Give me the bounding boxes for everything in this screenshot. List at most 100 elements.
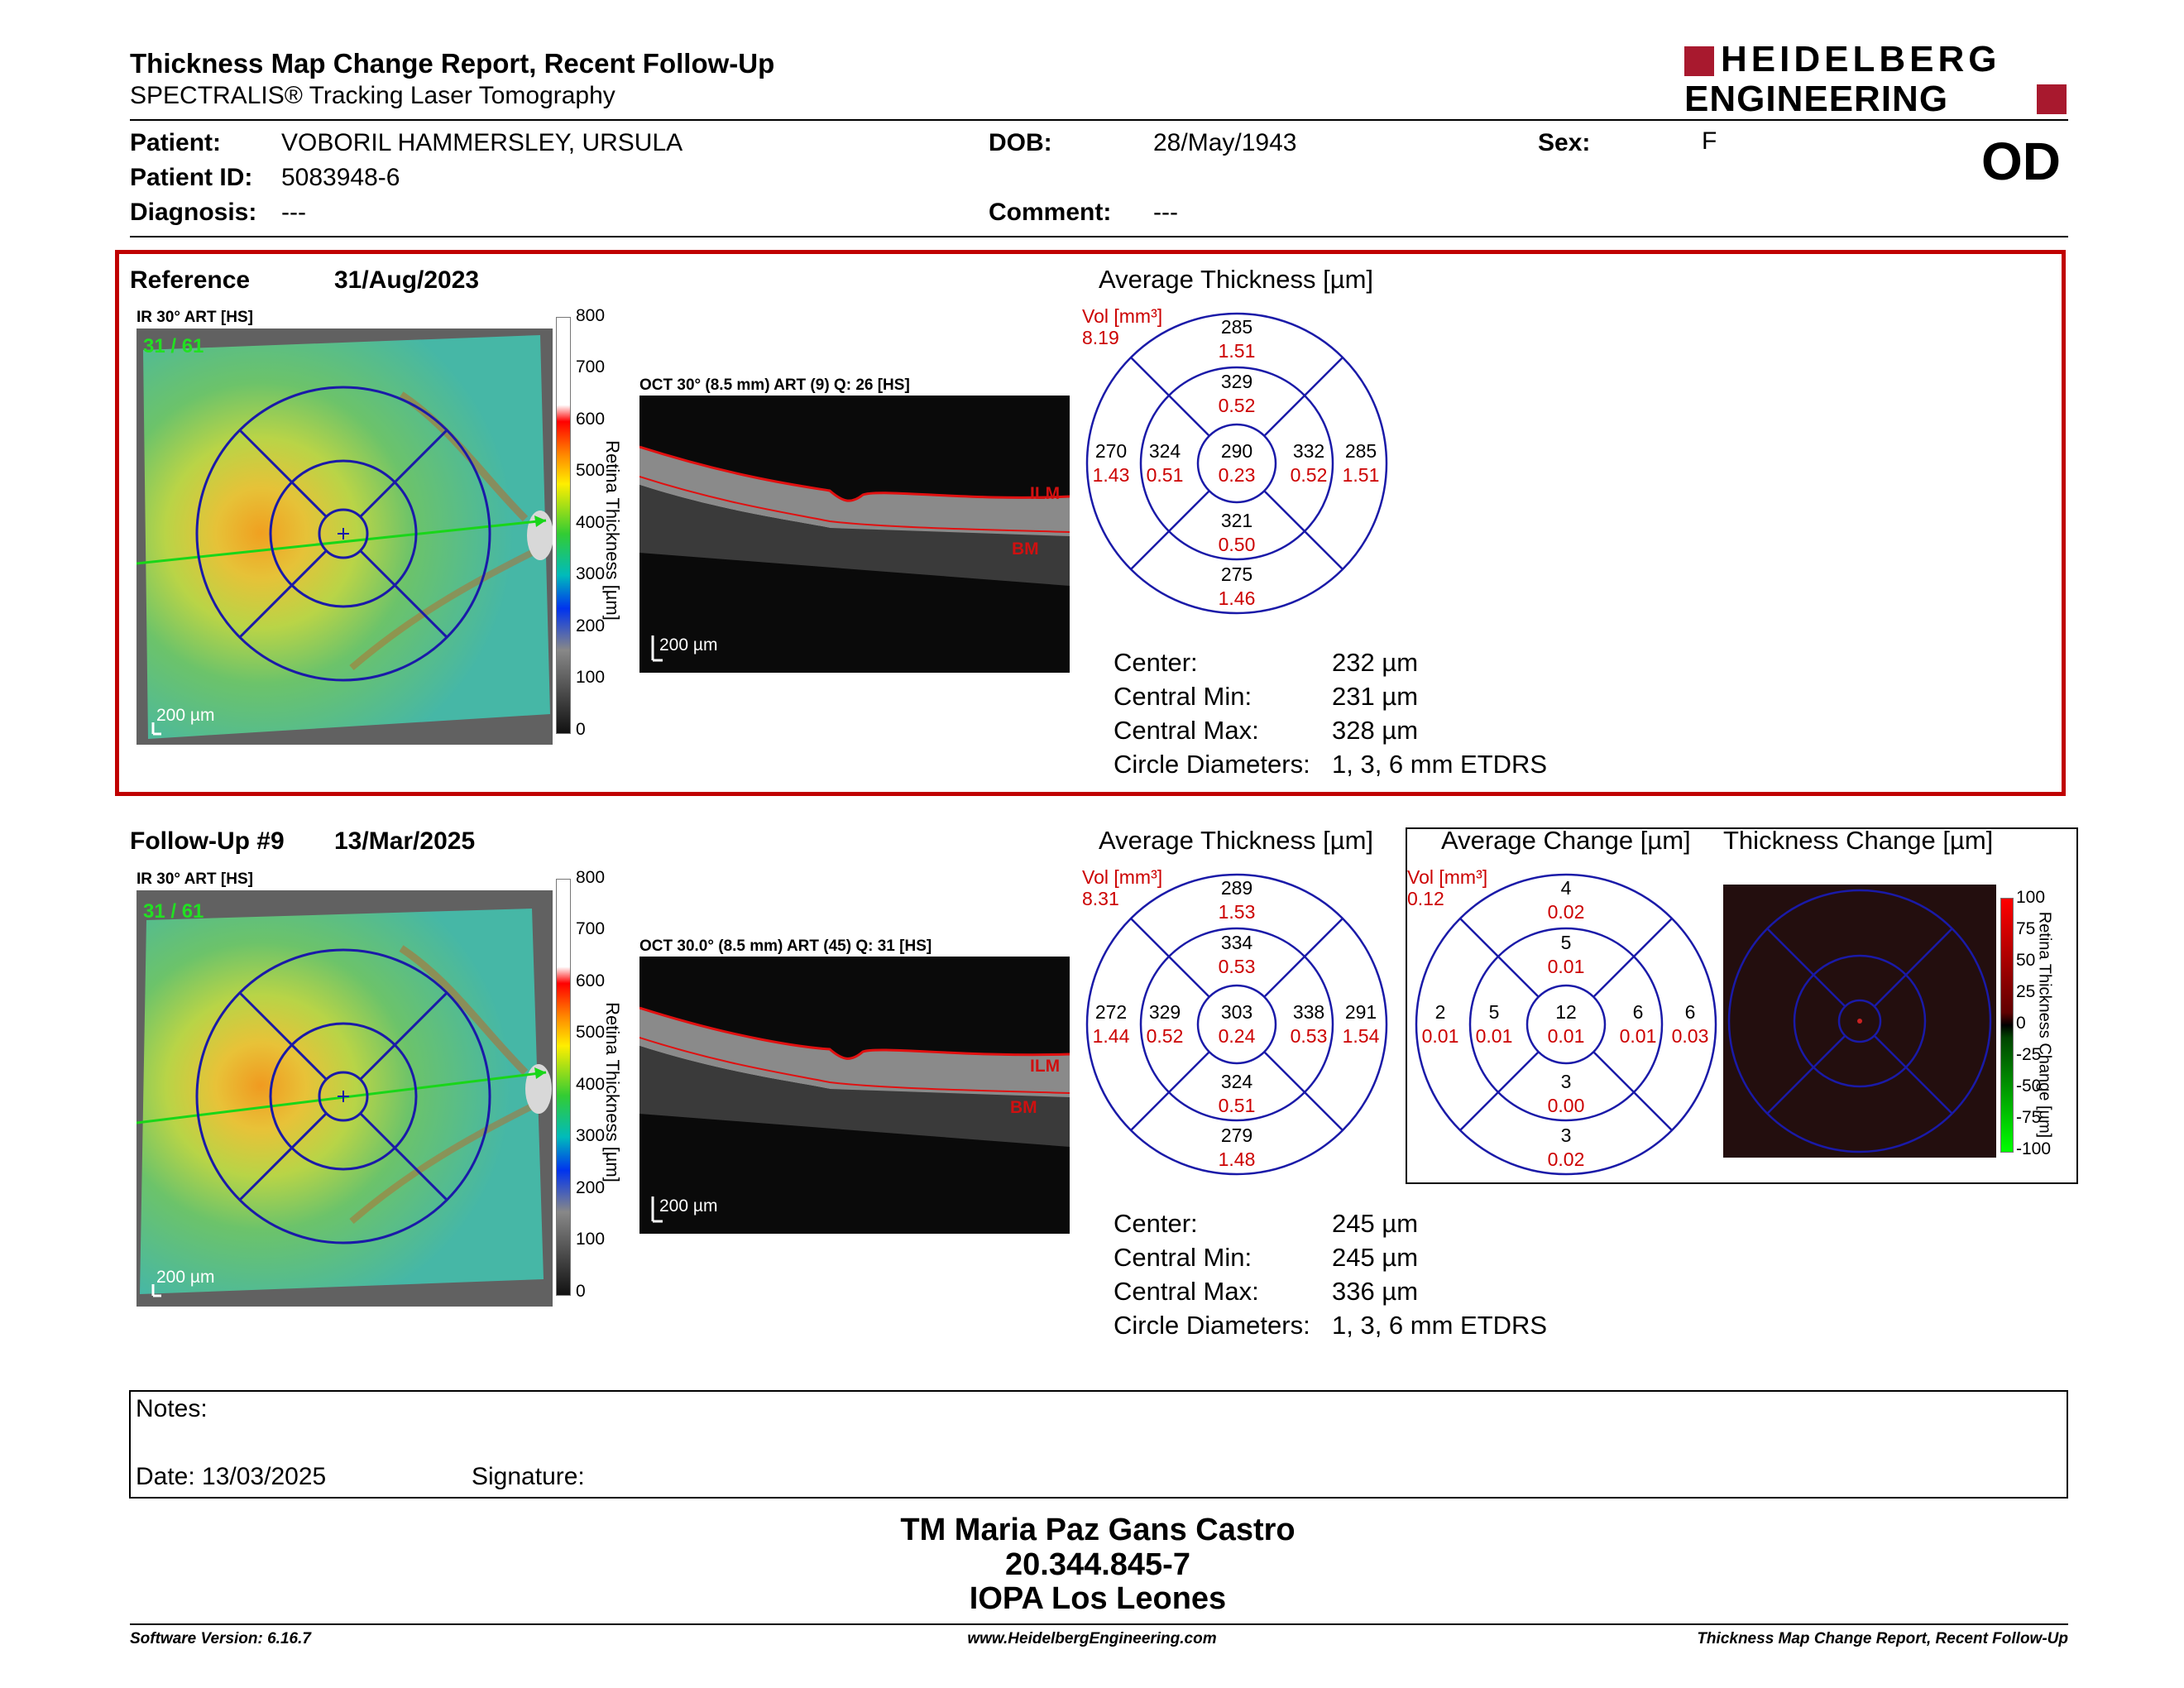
cell-volume: 1.48 (1218, 1149, 1256, 1170)
cell-volume: 1.54 (1342, 1025, 1380, 1047)
ref-cell-inner-left: 324 0.51 (1139, 439, 1190, 487)
footer-website[interactable]: www.HeidelbergEngineering.com (967, 1630, 1217, 1647)
patient-name: VOBORIL HAMMERSLEY, URSULA (281, 129, 683, 156)
stat-value: 245 µm (1332, 1243, 1419, 1272)
stat-label: Central Min: (1114, 682, 1252, 711)
fu-ir-scale: 200 µm (156, 1268, 215, 1287)
tick-label: 800 (576, 306, 606, 325)
ref-cell-outer-right: 285 1.51 (1336, 439, 1386, 487)
cell-volume: 1.43 (1092, 464, 1130, 486)
ref-etdrs-svg (1085, 312, 1388, 615)
cell-volume: 0.02 (1547, 1149, 1585, 1170)
ref-etdrs-grid: Vol [mm³] 8.19 285 1.51 329 0.52 270 1.43 3… (1080, 305, 1394, 625)
cell-volume: 0.51 (1218, 1095, 1256, 1116)
cell-volume: 1.51 (1218, 340, 1256, 362)
cell-volume: 0.01 (1421, 1025, 1459, 1047)
cell-value: 321 (1220, 510, 1253, 531)
fu-cell-inner-left: 329 0.52 (1139, 1000, 1190, 1048)
cell-value: 279 (1220, 1125, 1253, 1146)
fu-colorbar (556, 879, 571, 1296)
stat-label: Center: (1114, 1209, 1198, 1238)
stat-label: Central Min: (1114, 1243, 1252, 1272)
change-frame (1406, 827, 2078, 1184)
cell-value: 3 (1560, 1125, 1572, 1146)
ref-cell-center: 290 0.23 (1204, 439, 1270, 487)
eye-label: OD (1981, 132, 2061, 191)
notes-box[interactable] (129, 1390, 2068, 1499)
tick-label: 600 (576, 410, 606, 429)
cell-value: 290 (1220, 440, 1253, 462)
thickness-change-map (1723, 885, 1996, 1158)
change-title: Average Change [µm] (1441, 826, 1691, 855)
stat-label: Circle Diameters: (1114, 1311, 1310, 1340)
cell-value: 6 (1684, 1001, 1696, 1023)
reference-date: 31/Aug/2023 (334, 266, 480, 294)
comment-value: --- (1153, 199, 1178, 226)
fu-cell-outer-top: 289 1.53 (1204, 876, 1270, 924)
fu-colorbar-ticks: 800 700 600 500 400 300 200 100 0 (576, 868, 617, 1301)
ref-ir-overlay: 31 / 61 (143, 335, 204, 357)
cell-value: 3 (1560, 1071, 1572, 1092)
stat-label: Central Max: (1114, 716, 1259, 745)
patient-divider (130, 236, 2068, 237)
tick-label: 0 (2016, 1014, 2026, 1033)
diagnosis-value: --- (281, 199, 306, 226)
dob-value: 28/May/1943 (1153, 129, 1297, 156)
stat-value: 232 µm (1332, 648, 1419, 677)
change-colorbar-ticks: 100 75 50 25 0 -25 -50 -75 -100 (2016, 888, 2057, 1161)
stat-value: 1, 3, 6 mm ETDRS (1332, 1311, 1548, 1340)
cell-volume: 1.44 (1092, 1025, 1130, 1047)
ref-oct-svg (639, 396, 1070, 673)
fu-bm-label: BM (1010, 1098, 1037, 1117)
chg-cell-inner-bottom: 3 0.00 (1533, 1070, 1599, 1118)
tick-label: 300 (576, 564, 606, 583)
cell-volume: 0.52 (1146, 1025, 1184, 1047)
cell-value: 2 (1434, 1001, 1446, 1023)
fu-cell-inner-top: 334 0.53 (1204, 931, 1270, 979)
thickness-change-title: Thickness Change [µm] (1723, 826, 1994, 855)
fu-oct-svg (639, 957, 1070, 1234)
cell-volume: 1.46 (1218, 587, 1256, 609)
fu-ir-caption: IR 30° ART [HS] (136, 870, 253, 888)
fu-cell-outer-bottom: 279 1.48 (1204, 1124, 1270, 1172)
cell-value: 6 (1632, 1001, 1644, 1023)
cell-value: 4 (1560, 877, 1572, 899)
fu-cell-inner-bottom: 324 0.51 (1204, 1070, 1270, 1118)
ref-cell-outer-top: 285 1.51 (1204, 315, 1270, 363)
tick-label: -25 (2016, 1045, 2042, 1064)
cell-value: 329 (1220, 371, 1253, 392)
chg-cell-inner-left: 5 0.01 (1468, 1000, 1520, 1048)
tick-label: 400 (576, 513, 606, 532)
chg-cell-outer-left: 2 0.01 (1415, 1000, 1465, 1048)
fu-oct-caption: OCT 30.0° (8.5 mm) ART (45) Q: 31 [HS] (639, 938, 932, 955)
signature-label: Signature: (472, 1463, 585, 1490)
fu-ir-overlay: 31 / 61 (143, 900, 204, 923)
tick-label: -50 (2016, 1077, 2042, 1096)
ref-vol-label: Vol [mm³] (1082, 305, 1163, 327)
tick-label: 700 (576, 919, 606, 938)
chg-cell-center: 12 0.01 (1533, 1000, 1599, 1048)
tick-label: -100 (2016, 1139, 2052, 1158)
cell-value: 338 (1292, 1001, 1325, 1023)
cell-value: 5 (1488, 1001, 1500, 1023)
footer-divider (130, 1623, 2068, 1625)
sex-value: F (1702, 127, 1717, 155)
comment-label: Comment: (989, 199, 1112, 226)
tick-label: 200 (576, 616, 606, 635)
ref-cell-inner-top: 329 0.52 (1204, 370, 1270, 418)
stat-value: 231 µm (1332, 682, 1419, 711)
stat-label: Circle Diameters: (1114, 750, 1310, 779)
sex-label: Sex: (1538, 129, 1591, 156)
fu-cell-inner-right: 338 0.53 (1283, 1000, 1334, 1048)
patient-id: 5083948-6 (281, 164, 400, 191)
report-title: Thickness Map Change Report, Recent Foll… (130, 48, 775, 79)
tick-label: 100 (2016, 888, 2046, 907)
stat-value: 336 µm (1332, 1277, 1419, 1306)
ref-colorbar-title: Retina Thickness [µm] (602, 440, 623, 621)
chg-cell-inner-right: 6 0.01 (1612, 1000, 1664, 1048)
tick-label: 25 (2016, 982, 2036, 1001)
tick-label: 800 (576, 868, 606, 887)
tick-label: 700 (576, 357, 606, 376)
ref-oct-caption: OCT 30° (8.5 mm) ART (9) Q: 26 [HS] (639, 376, 910, 394)
tick-label: 500 (576, 1023, 606, 1042)
